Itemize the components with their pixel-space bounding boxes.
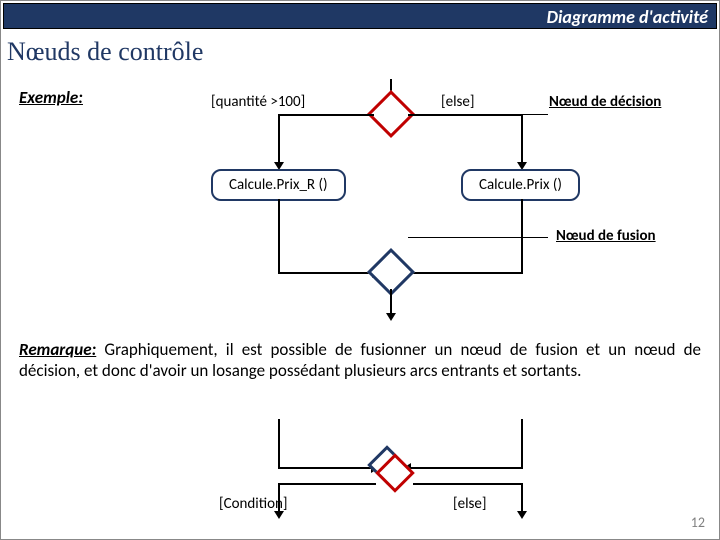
arrow-comb-out-r [517, 511, 527, 519]
decision-label: Nœud de décision [549, 93, 661, 111]
arrow-fusion-out [386, 313, 396, 321]
edge-out-comb-rv [521, 483, 523, 513]
guard-bottom-left: [Condition] [219, 495, 287, 513]
page-number: 12 [691, 514, 705, 531]
edge-dec-left-h [278, 114, 374, 116]
edge-dec-right-v [521, 114, 523, 164]
example-label: Exemple: [19, 87, 83, 108]
edge-actR-v [521, 199, 523, 272]
edge-out-comb-lh [278, 483, 376, 485]
title-bar: Diagramme d'activité [3, 3, 717, 29]
activity-right: Calcule.Prix () [461, 169, 580, 201]
edge-actR-h [408, 272, 523, 274]
guard-right: [else] [441, 93, 474, 111]
edge-fusion-out [390, 289, 392, 315]
edge-in-comb-rv [521, 419, 523, 469]
guard-bottom-right: [else] [453, 495, 486, 513]
decision-diamond [374, 97, 408, 131]
remark: Remarque: Graphiquement, il est possible… [19, 339, 701, 382]
remark-body: Graphiquement, il est possible de fusion… [19, 339, 701, 381]
slide: { "header": { "title": "Diagramme d'acti… [0, 0, 720, 540]
edge-dec-right-h [408, 114, 523, 116]
title-text: Diagramme d'activité [547, 6, 708, 28]
fusion-label: Nœud de fusion [556, 227, 656, 245]
edge-in-comb-lh [278, 467, 373, 469]
edge-dec-left-v [278, 114, 280, 164]
edge-actL-h [278, 272, 374, 274]
edge-actL-v [278, 199, 280, 272]
remark-head: Remarque: [19, 339, 96, 360]
guard-left: [quantité >100] [211, 93, 305, 111]
edge-in-comb-lv [278, 419, 280, 469]
activity-left: Calcule.Prix_R () [211, 169, 346, 201]
edge-fusion-label [408, 237, 548, 238]
fusion-diamond [374, 255, 408, 289]
subtitle: Nœuds de contrôle [7, 37, 203, 67]
edge-out-comb-rh [413, 483, 523, 485]
edge-in-comb-rh [411, 467, 523, 469]
